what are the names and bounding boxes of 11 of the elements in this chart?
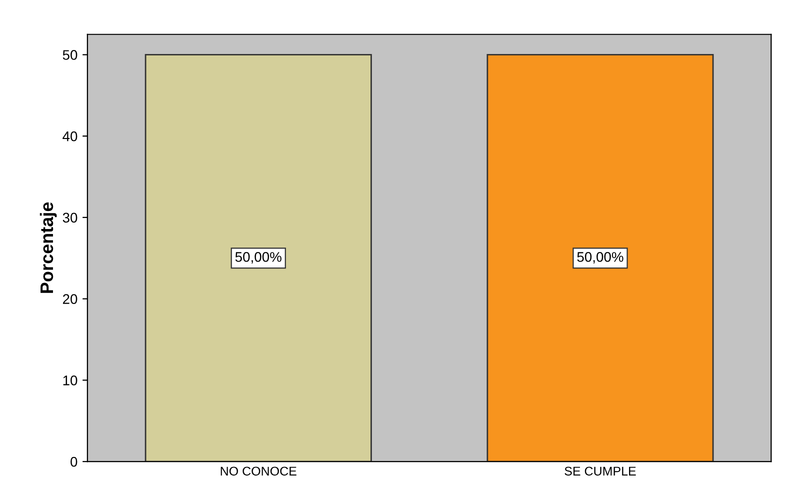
data-label: 50,00% xyxy=(577,252,624,264)
y-tick-label: 10 xyxy=(63,376,78,386)
data-label: 50,00% xyxy=(235,252,282,264)
y-tick-label: 0 xyxy=(70,456,78,467)
y-tick-label: 30 xyxy=(62,212,78,223)
x-tick-label: SE CUMPLE xyxy=(564,466,636,476)
y-tick-label: 50 xyxy=(62,50,78,60)
y-tick-label: 40 xyxy=(62,131,78,142)
y-tick-label: 20 xyxy=(62,294,78,304)
y-axis-title: Porcentaje xyxy=(40,202,57,293)
x-tick-label: NO CONOCE xyxy=(220,466,296,476)
